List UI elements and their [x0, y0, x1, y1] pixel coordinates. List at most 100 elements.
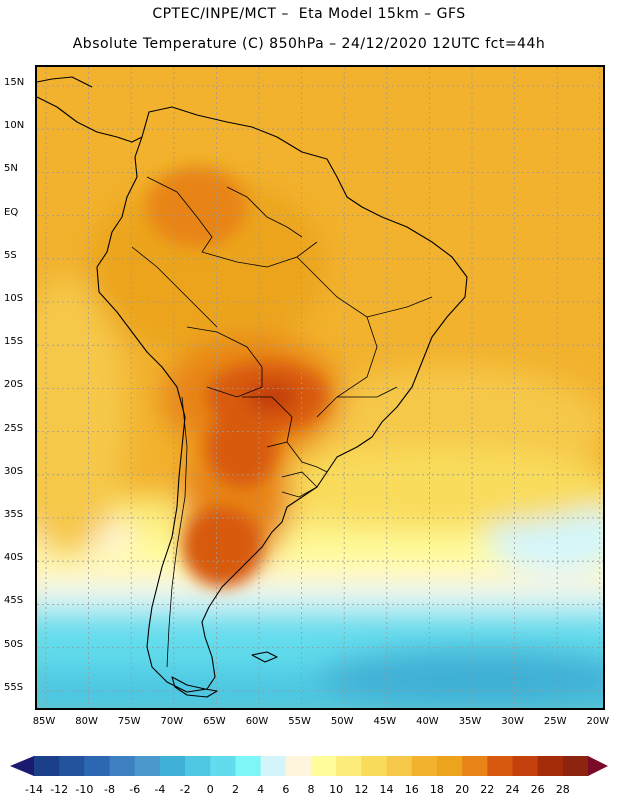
lat-label: 5N	[4, 163, 18, 175]
colorbar-cell	[487, 756, 513, 776]
border-brazil-south	[286, 441, 328, 473]
lat-label: 10S	[4, 293, 24, 304]
lat-label: 15S	[4, 336, 24, 348]
temperature-map	[35, 65, 605, 710]
colorbar-label: 4	[257, 783, 265, 796]
colorbar-cell	[260, 756, 287, 776]
colorbar-cell	[411, 756, 438, 776]
colorbar-label: -12	[50, 783, 69, 796]
colorbar-label: 22	[480, 783, 495, 796]
field-colombia-warm	[147, 167, 247, 247]
colorbar-cell	[109, 756, 136, 776]
graticule	[37, 67, 603, 708]
colorbar-cell	[386, 756, 413, 776]
lat-label: 55S	[4, 681, 24, 693]
colorbar-cell	[336, 756, 362, 776]
border-paraguay	[242, 396, 293, 448]
map-svg	[37, 67, 603, 708]
colorbar-cell	[361, 756, 388, 776]
field-pacific-west	[37, 277, 127, 557]
coastlines	[37, 76, 468, 698]
field-atlantic-south	[257, 447, 603, 527]
colorbar-label: -4	[154, 783, 166, 796]
title-line-1: CPTEC/INPE/MCT – Eta Model 15km – GFS	[152, 6, 466, 22]
colorbar-label: 24	[505, 783, 520, 796]
colorbar-cells	[34, 756, 589, 776]
tierra-del-fuego	[171, 676, 218, 698]
lon-label: 85W	[32, 716, 56, 727]
colorbar-label: 28	[555, 783, 570, 796]
colorbar-cell	[159, 756, 186, 776]
border-brazil-states-3	[337, 386, 398, 398]
lon-label: 40W	[416, 716, 439, 727]
lat-label: 45S	[4, 595, 24, 607]
colorbar-label: 10	[329, 783, 344, 796]
country-borders	[131, 176, 433, 668]
colorbar-cell	[185, 756, 211, 776]
colorbar-cell	[235, 756, 262, 776]
colorbar-label: 8	[307, 783, 315, 796]
border-venezuela-guyana	[226, 186, 303, 238]
lat-label: 35S	[4, 509, 24, 520]
colorbar-label: 20	[455, 783, 470, 796]
lon-label: 70W	[160, 716, 184, 727]
border-colombia-venezuela	[146, 176, 213, 253]
lon-label: 45W	[373, 716, 397, 727]
colorbar-cell	[311, 756, 337, 776]
colorbar-label: 2	[231, 783, 239, 796]
colorbar-cell	[134, 756, 161, 776]
title-line-2: Absolute Temperature (C) 850hPa – 24/12/…	[72, 36, 546, 52]
colorbar-cell	[537, 756, 564, 776]
colorbar-label: 6	[282, 783, 290, 796]
lat-label: 10N	[4, 120, 25, 132]
lon-label: 80W	[75, 716, 98, 727]
colorbar-label: 14	[379, 783, 394, 796]
colorbar-cell	[34, 756, 60, 776]
colorbar-cell	[285, 756, 312, 776]
colorbar-label: 16	[404, 783, 419, 796]
lat-label: 20S	[4, 379, 24, 391]
colorbar-cell	[84, 756, 111, 776]
lon-label: 35W	[458, 716, 482, 727]
colorbar-end-high	[588, 756, 608, 776]
border-argentina-chile	[166, 396, 188, 668]
colorbar-cell	[562, 756, 589, 776]
lon-label: 75W	[117, 716, 141, 727]
colorbar-cell	[210, 756, 236, 776]
lat-label: 15N	[4, 77, 25, 88]
lat-label: 25S	[4, 422, 24, 434]
border-uruguay	[281, 471, 318, 498]
lon-label: 30W	[501, 716, 524, 727]
lat-label: EQ	[4, 206, 19, 218]
border-bolivia	[186, 326, 263, 398]
colorbar-label: -14	[25, 783, 43, 796]
falklands	[251, 651, 278, 663]
colorbar-label: -10	[75, 783, 94, 796]
colorbar-end-low	[10, 756, 34, 776]
colorbar-cell	[512, 756, 539, 776]
colorbar	[10, 756, 608, 776]
colorbar-cell	[436, 756, 463, 776]
colorbar-label: 18	[429, 783, 444, 796]
central-america-coastline	[37, 96, 143, 143]
colorbar-label: -6	[129, 783, 141, 796]
colorbar-label: 26	[530, 783, 545, 796]
lat-label: 40S	[4, 552, 24, 564]
colorbar-cell	[462, 756, 488, 776]
colorbar-label: 12	[354, 783, 369, 796]
lon-label: 65W	[203, 716, 226, 727]
field-hot-core-center	[207, 407, 277, 487]
colorbar-label: -8	[104, 783, 116, 796]
lon-label: 60W	[245, 716, 269, 727]
border-peru-brazil	[131, 246, 218, 328]
caribbean-coastline	[37, 76, 93, 88]
field-amazon	[87, 177, 327, 357]
lon-label: 55W	[288, 716, 311, 727]
lat-label: 30S	[4, 465, 24, 477]
colorbar-label: -2	[179, 783, 191, 796]
lon-label: 20W	[586, 716, 610, 727]
border-brazil-states-2	[366, 296, 433, 318]
border-brazil-north	[201, 241, 318, 268]
south-america-coastline	[96, 106, 468, 693]
colorbar-cell	[59, 756, 85, 776]
